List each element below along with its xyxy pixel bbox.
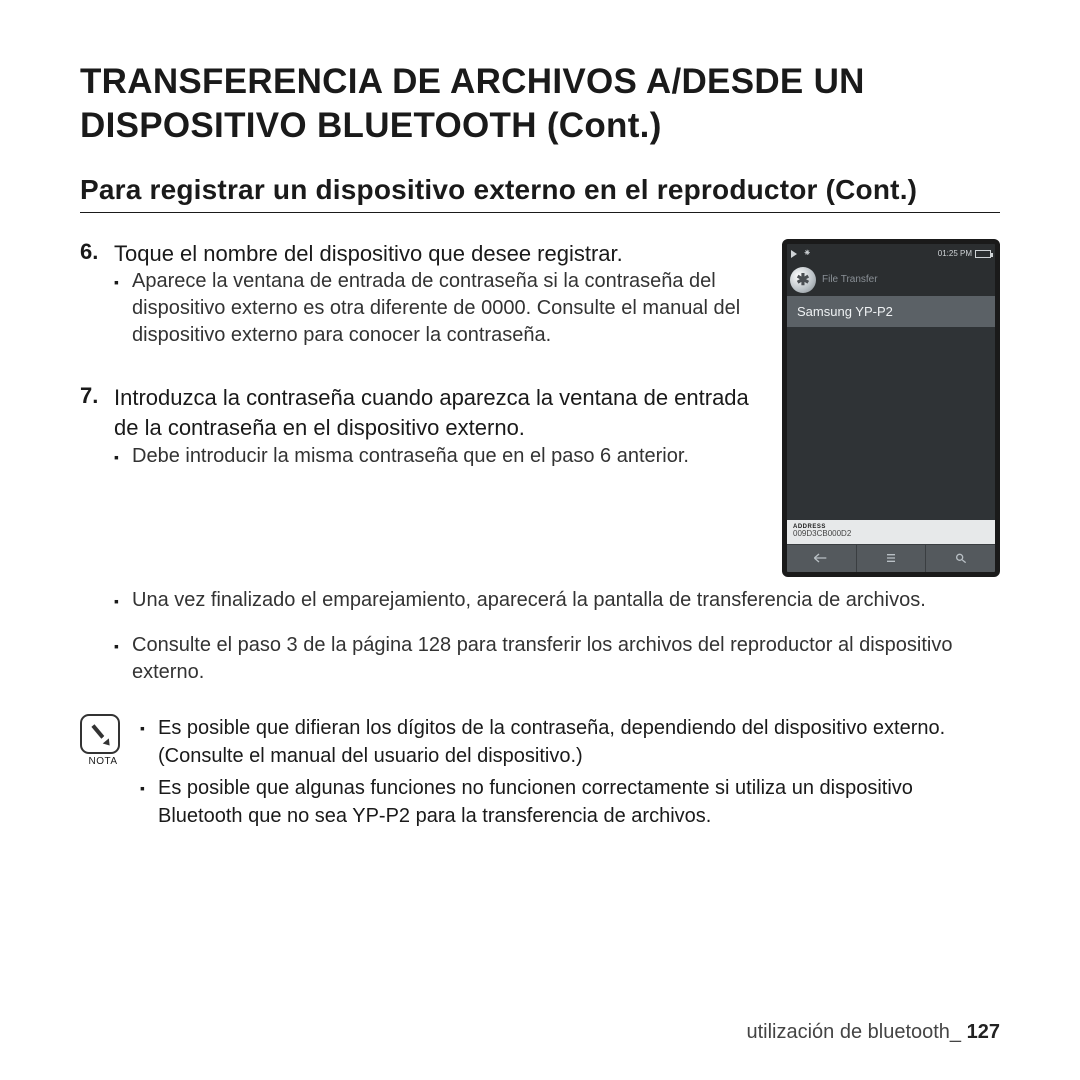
step-desc: Consulte el paso 3 de la página 128 para… bbox=[132, 632, 1000, 686]
note-text: Es posible que diﬁeran los dígitos de la… bbox=[158, 714, 1000, 770]
play-icon bbox=[791, 250, 797, 258]
bluetooth-icon: ✱ bbox=[790, 267, 816, 293]
back-button[interactable] bbox=[787, 545, 856, 572]
step-title: Introduzca la contraseña cuando aparezca… bbox=[114, 383, 760, 442]
page-title: TRANSFERENCIA DE ARCHIVOS A/DESDE UN DIS… bbox=[80, 60, 1000, 148]
bluetooth-tiny-icon: ⁕ bbox=[803, 248, 811, 259]
step-title: Toque el nombre del dispositivo que dese… bbox=[114, 239, 760, 269]
note-block: NOTA ▪ Es posible que diﬁeran los dígito… bbox=[80, 714, 1000, 834]
device-bottom-bar bbox=[787, 544, 995, 572]
battery-icon bbox=[975, 250, 991, 258]
address-bar: ADDRESS 009D3CB000D2 bbox=[787, 520, 995, 544]
step-7: 7. Introduzca la contraseña cuando apare… bbox=[80, 383, 760, 485]
address-value: 009D3CB000D2 bbox=[793, 530, 989, 538]
bullet-icon: ▪ bbox=[140, 714, 150, 770]
note-label: NOTA bbox=[80, 756, 126, 767]
list-item[interactable]: Samsung YP-P2 bbox=[787, 296, 995, 327]
section-subtitle: Para registrar un dispositivo externo en… bbox=[80, 174, 1000, 213]
note-icon bbox=[80, 714, 120, 754]
note-text: Es posible que algunas funciones no func… bbox=[158, 774, 1000, 830]
step-desc: Debe introducir la misma contraseña que … bbox=[132, 443, 689, 470]
bullet-icon: ▪ bbox=[114, 632, 124, 686]
step-desc: Aparece la ventana de entrada de contras… bbox=[132, 268, 760, 349]
menu-button[interactable] bbox=[856, 545, 926, 572]
bullet-icon: ▪ bbox=[114, 268, 124, 367]
page-number: 127 bbox=[967, 1021, 1000, 1043]
device-status-bar: ⁕ 01:25 PM bbox=[787, 244, 995, 264]
device-header: File Transfer bbox=[822, 274, 878, 285]
step-number: 7. bbox=[80, 383, 104, 485]
device-illustration: ⁕ 01:25 PM ✱ File Transfer Samsung YP-P2… bbox=[782, 239, 1000, 577]
device-list: Samsung YP-P2 bbox=[787, 296, 995, 520]
bullet-icon: ▪ bbox=[114, 587, 124, 626]
page-footer: utilización de bluetooth_ 127 bbox=[746, 1021, 1000, 1044]
step-desc: Una vez ﬁnalizado el emparejamiento, apa… bbox=[132, 587, 926, 614]
step-number: 6. bbox=[80, 239, 104, 374]
search-button[interactable] bbox=[925, 545, 995, 572]
bullet-icon: ▪ bbox=[140, 774, 150, 830]
footer-text: utilización de bluetooth_ bbox=[746, 1021, 961, 1043]
step-6: 6. Toque el nombre del dispositivo que d… bbox=[80, 239, 760, 374]
status-time: 01:25 PM bbox=[938, 249, 972, 258]
bullet-icon: ▪ bbox=[114, 443, 124, 480]
